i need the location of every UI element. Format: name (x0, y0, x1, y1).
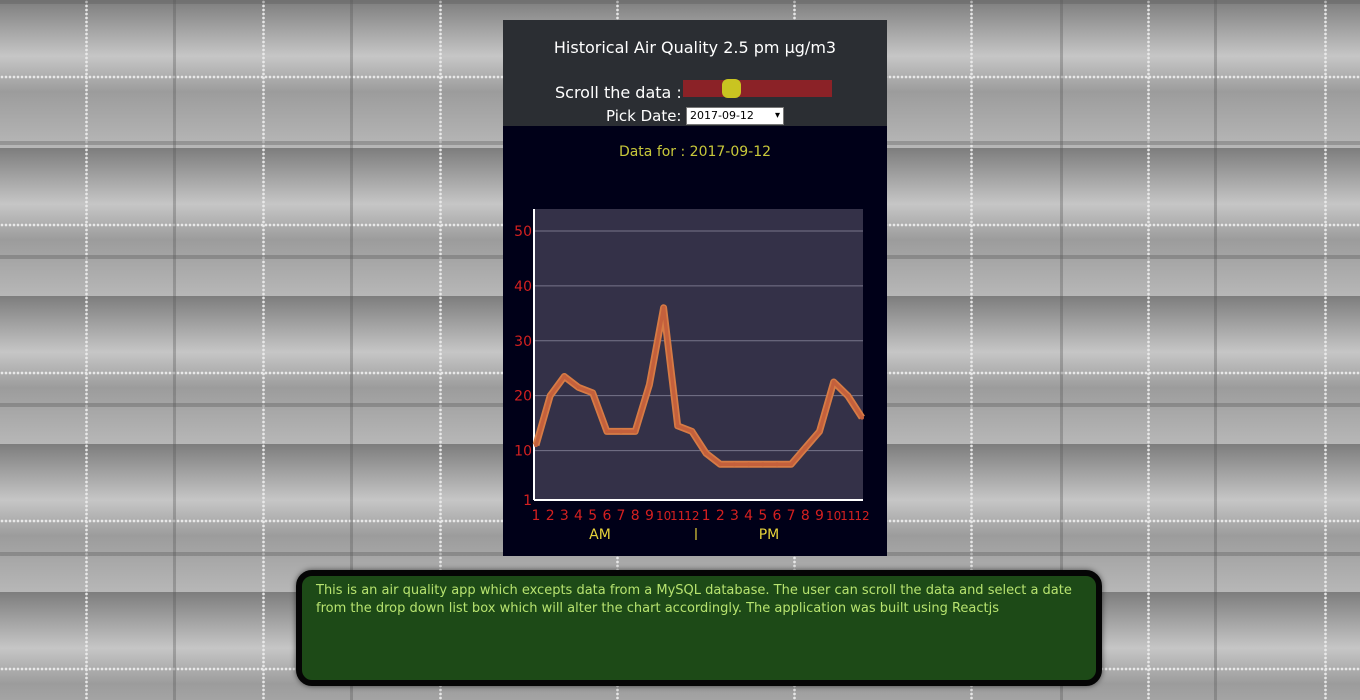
plate-seam (1214, 0, 1217, 700)
x-tick-label: 5 (758, 508, 767, 524)
data-point (845, 393, 850, 398)
data-point (647, 382, 652, 387)
am-pm-divider: | (694, 527, 699, 540)
data-point (732, 462, 737, 467)
data-point (661, 305, 666, 310)
chevron-down-icon: ▾ (774, 110, 780, 121)
x-tick-label: 3 (560, 508, 569, 524)
date-label: Pick Date: (606, 107, 682, 125)
x-tick-label: 7 (787, 508, 796, 524)
x-tick-label: 11 (840, 509, 855, 523)
x-tick-label: 7 (617, 508, 626, 524)
data-point (534, 443, 538, 448)
x-tick-label: 8 (801, 508, 810, 524)
x-tick-label: 1 (702, 508, 711, 524)
x-tick-label: 6 (602, 508, 611, 524)
x-tick-label: 8 (631, 508, 640, 524)
x-tick-label: 5 (588, 508, 597, 524)
data-point (817, 429, 822, 434)
x-tick-label: 12 (854, 509, 869, 523)
x-tick-label: 11 (670, 509, 685, 523)
date-dropdown-value: 2017-09-12 (690, 109, 754, 122)
x-tick-label: 9 (645, 508, 654, 524)
air-quality-panel: Historical Air Quality 2.5 pm µg/m3 Scro… (503, 20, 887, 556)
y-tick-label: 20 (514, 389, 532, 405)
y-tick-label: 30 (514, 334, 532, 350)
data-point (746, 462, 751, 467)
data-point (860, 415, 864, 420)
data-point (619, 429, 623, 434)
y-tick-label: 40 (514, 279, 532, 295)
scroll-slider-thumb[interactable] (722, 79, 741, 98)
x-tick-label: 10 (826, 509, 841, 523)
plot-background (534, 209, 863, 500)
x-tick-label: 2 (716, 508, 725, 524)
data-point (704, 451, 709, 456)
scroll-label: Scroll the data : (555, 83, 682, 102)
data-point (831, 380, 836, 384)
data-point (590, 390, 595, 395)
data-point (789, 462, 794, 467)
data-point (775, 462, 779, 467)
y-tick-label: 50 (514, 224, 532, 240)
scroll-slider[interactable] (683, 79, 832, 98)
plate-seam (173, 0, 176, 700)
data-point (576, 385, 581, 390)
data-point (633, 429, 638, 434)
x-tick-label: 4 (574, 508, 583, 524)
data-point (718, 462, 723, 467)
pm-label: PM (759, 527, 780, 540)
plate-seam (1060, 0, 1063, 700)
y-tick-label: 10 (514, 444, 532, 460)
x-tick-label: 2 (546, 508, 555, 524)
x-tick-label: 6 (773, 508, 782, 524)
panel-title: Historical Air Quality 2.5 pm µg/m3 (553, 38, 837, 57)
x-tick-label: 1 (532, 508, 541, 524)
plate-seam (0, 0, 1360, 4)
panel-header: Historical Air Quality 2.5 pm µg/m3 Scro… (503, 20, 887, 126)
y-tick-label: 1 (523, 493, 532, 509)
x-tick-label: 10 (656, 509, 671, 523)
data-point (548, 393, 553, 398)
data-point (604, 429, 609, 434)
data-point (803, 445, 808, 450)
x-tick-label: 9 (815, 508, 824, 524)
data-point (760, 462, 765, 467)
data-for-label: Data for : 2017-09-12 (618, 144, 772, 160)
x-tick-label: 3 (730, 508, 739, 524)
data-point (675, 423, 680, 428)
app-description-text: This is an air quality app which excepts… (316, 583, 1072, 616)
app-description-box: This is an air quality app which excepts… (296, 570, 1102, 686)
am-label: AM (589, 527, 611, 540)
data-point (562, 374, 567, 379)
series-line (534, 306, 864, 467)
data-point (689, 429, 694, 434)
date-dropdown[interactable]: 2017-09-12 ▾ (686, 107, 784, 125)
x-tick-label: 4 (744, 508, 753, 524)
x-tick-label: 12 (684, 509, 699, 523)
plate-seam (350, 0, 353, 700)
